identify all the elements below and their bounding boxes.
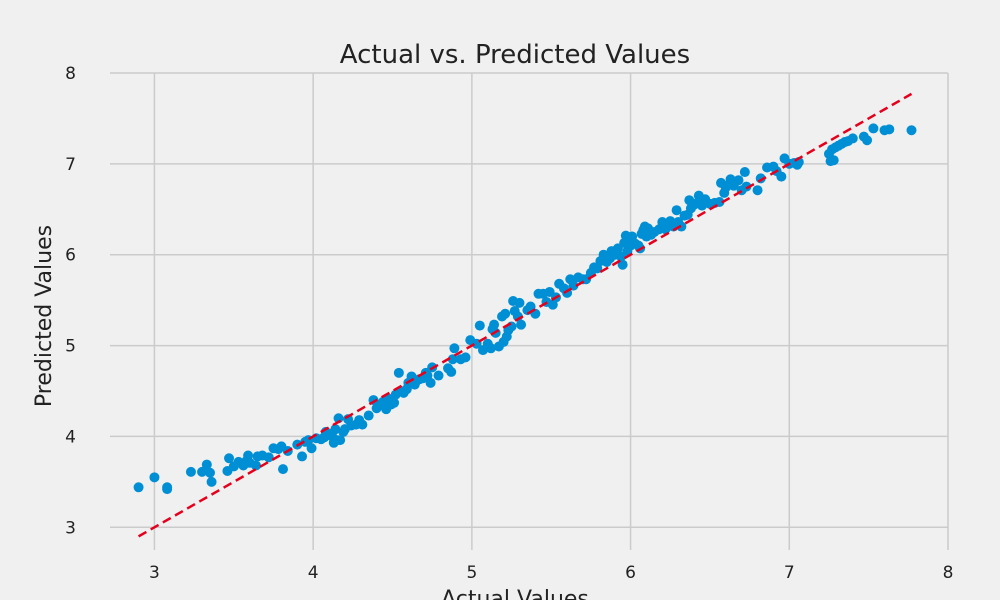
data-point bbox=[884, 124, 895, 135]
data-point bbox=[525, 301, 536, 312]
y-tick-label: 8 bbox=[65, 64, 76, 84]
data-point bbox=[828, 155, 839, 166]
y-tick-label: 7 bbox=[65, 155, 76, 175]
grid-lines bbox=[110, 72, 949, 550]
data-point bbox=[447, 354, 458, 365]
data-point bbox=[357, 419, 368, 430]
data-point bbox=[197, 466, 208, 477]
data-point bbox=[752, 185, 763, 196]
x-tick-label: 4 bbox=[308, 563, 319, 583]
x-axis-label: Actual Values bbox=[441, 587, 589, 600]
y-tick-label: 4 bbox=[65, 427, 76, 447]
data-point bbox=[393, 367, 404, 378]
data-point bbox=[868, 123, 879, 134]
data-point bbox=[277, 464, 288, 475]
data-point bbox=[671, 205, 682, 216]
data-point bbox=[133, 482, 144, 493]
data-point bbox=[251, 460, 262, 471]
chart-title: Actual vs. Predicted Values bbox=[340, 40, 690, 70]
data-point bbox=[162, 482, 173, 493]
data-point bbox=[201, 459, 212, 470]
data-point bbox=[224, 453, 235, 464]
data-point bbox=[862, 135, 873, 146]
data-point bbox=[263, 452, 274, 463]
data-point bbox=[460, 352, 471, 363]
data-point bbox=[660, 224, 671, 235]
data-point bbox=[776, 171, 787, 182]
x-tick-label: 7 bbox=[784, 563, 795, 583]
data-point bbox=[449, 343, 460, 354]
data-point bbox=[474, 320, 485, 331]
data-point bbox=[433, 370, 444, 381]
data-point bbox=[506, 321, 517, 332]
y-tick-label: 6 bbox=[65, 246, 76, 266]
data-point bbox=[847, 133, 858, 144]
data-point bbox=[206, 476, 217, 487]
x-tick-label: 8 bbox=[943, 563, 954, 583]
data-point bbox=[739, 167, 750, 178]
y-tick-label: 5 bbox=[65, 337, 76, 357]
x-tick-label: 3 bbox=[149, 563, 160, 583]
data-point bbox=[330, 424, 341, 435]
data-point bbox=[389, 397, 400, 408]
data-point bbox=[500, 308, 511, 319]
data-point bbox=[617, 259, 628, 270]
data-point bbox=[425, 377, 436, 388]
y-tick-label: 3 bbox=[65, 518, 76, 538]
data-point bbox=[333, 413, 344, 424]
data-point bbox=[741, 181, 752, 192]
data-point bbox=[306, 443, 317, 454]
data-point bbox=[204, 467, 215, 478]
x-tick-label: 5 bbox=[466, 563, 477, 583]
data-point bbox=[514, 297, 525, 308]
data-points bbox=[133, 123, 917, 495]
data-point bbox=[297, 451, 308, 462]
data-point bbox=[363, 410, 374, 421]
data-point bbox=[446, 366, 457, 377]
reference-line bbox=[137, 92, 913, 538]
y-axis-label: Predicted Values bbox=[32, 225, 57, 407]
data-point bbox=[335, 435, 346, 446]
data-point bbox=[185, 466, 196, 477]
tick-labels: 3 4 5 6 7 8 3 4 5 6 7 8 bbox=[65, 64, 953, 583]
data-point bbox=[906, 125, 917, 136]
data-point bbox=[489, 319, 500, 330]
data-point bbox=[485, 343, 496, 354]
x-tick-label: 6 bbox=[625, 563, 636, 583]
data-point bbox=[516, 319, 527, 330]
data-point bbox=[149, 472, 160, 483]
data-point bbox=[733, 175, 744, 186]
